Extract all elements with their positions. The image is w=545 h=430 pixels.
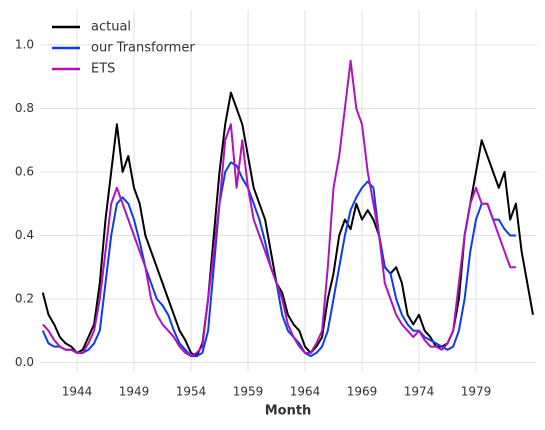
line-series [41, 91, 534, 358]
x-tick-label: 1954 [176, 385, 207, 399]
x-axis-label: Month [265, 404, 312, 419]
legend-label: ETS [91, 62, 115, 77]
x-tick-label: 1964 [290, 385, 321, 399]
y-tick-label: 0.4 [15, 228, 34, 242]
x-tick-label: 1949 [119, 385, 150, 399]
legend-label: our Transformer [91, 41, 195, 56]
x-tick-label: 1969 [347, 385, 378, 399]
x-tick-label: 1944 [62, 385, 93, 399]
x-tick-label: 1979 [461, 385, 492, 399]
y-tick-label: 0.2 [15, 291, 34, 305]
x-tick-label: 1974 [404, 385, 435, 399]
x-tick-label: 1959 [233, 385, 264, 399]
y-tick-label: 0.8 [15, 101, 34, 115]
line-series [42, 59, 516, 358]
y-tick-label: 0.0 [15, 355, 34, 369]
y-tick-label: 0.6 [15, 164, 34, 178]
line-series [41, 161, 516, 358]
legend-label: actual [91, 20, 131, 35]
y-tick-label: 1.0 [15, 37, 34, 51]
